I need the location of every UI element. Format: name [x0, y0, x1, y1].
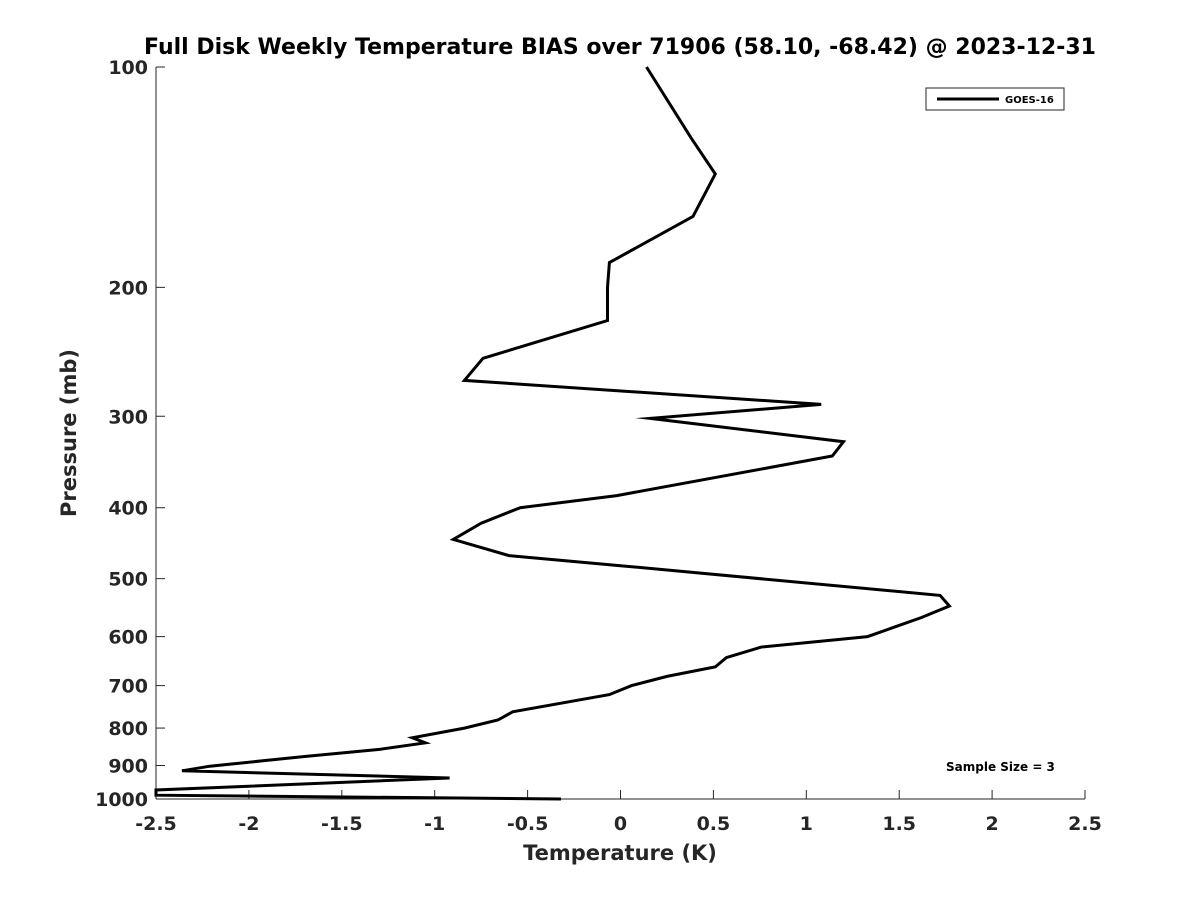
x-axis-label: Temperature (K) — [523, 841, 717, 865]
y-tick-label: 700 — [108, 676, 148, 698]
x-tick-label: 2.5 — [1068, 813, 1102, 835]
y-tick-label: 300 — [108, 406, 148, 428]
x-tick-label: -2 — [238, 813, 259, 835]
x-axis: -2.5 -2 -1.5 -1 -0.5 0 0.5 1 1.5 2 2.5 — [135, 790, 1102, 835]
y-tick-label: 800 — [108, 718, 148, 740]
y-tick-label: 600 — [108, 627, 148, 649]
x-tick-label: -0.5 — [507, 813, 549, 835]
y-axis: 100 200 300 400 500 600 700 800 900 1000 — [95, 57, 165, 811]
y-axis-label: Pressure (mb) — [57, 349, 81, 517]
chart-title: Full Disk Weekly Temperature BIAS over 7… — [144, 35, 1096, 60]
plot-area — [156, 67, 1085, 799]
sample-size-annotation: Sample Size = 3 — [946, 760, 1055, 774]
legend: GOES-16 — [925, 87, 1065, 111]
y-tick-label: 400 — [108, 498, 148, 520]
y-tick-label: 100 — [108, 57, 148, 79]
y-tick-label: 1000 — [95, 789, 148, 811]
x-tick-label: 1.5 — [882, 813, 916, 835]
y-tick-label: 500 — [108, 569, 148, 591]
x-tick-label: 0.5 — [697, 813, 731, 835]
x-tick-label: 1 — [800, 813, 813, 835]
y-tick-label: 900 — [108, 756, 148, 778]
x-tick-label: -1 — [424, 813, 445, 835]
series-layer — [154, 66, 952, 801]
x-tick-label: -2.5 — [135, 813, 177, 835]
legend-label-goes-16: GOES-16 — [1005, 95, 1054, 106]
series-line-0 — [154, 66, 952, 801]
x-tick-label: 0 — [614, 813, 627, 835]
y-tick-label: 200 — [108, 277, 148, 299]
x-tick-label: 2 — [985, 813, 998, 835]
x-tick-label: -1.5 — [321, 813, 363, 835]
